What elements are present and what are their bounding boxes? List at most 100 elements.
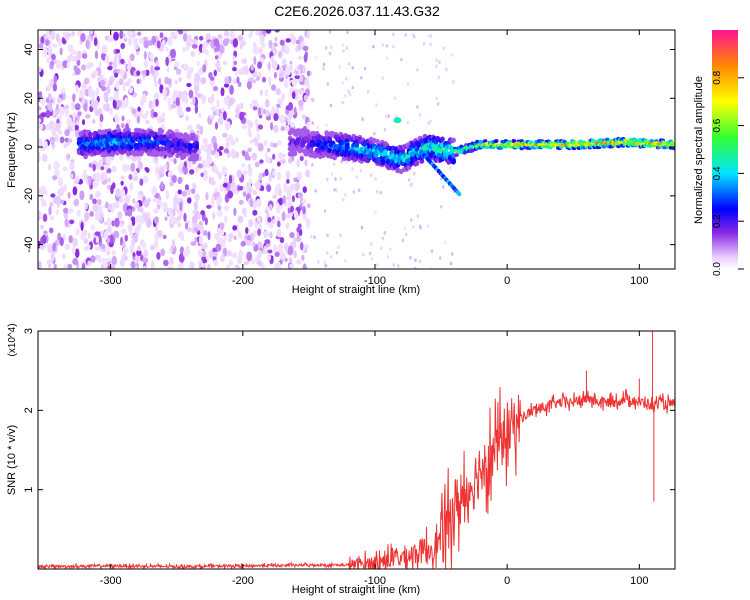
spectrogram-cell [40, 195, 44, 203]
spectrogram-cell [323, 260, 326, 265]
spectrogram-cell [190, 50, 196, 58]
spectrogram-cell [48, 125, 52, 131]
spectrogram-cell [49, 215, 55, 221]
spectrogram-cell [281, 58, 287, 66]
spectrogram-cell [195, 165, 199, 173]
spectrogram-cell [180, 233, 185, 242]
spectrogram-cell [232, 78, 238, 84]
spectrogram-cell [232, 67, 237, 72]
spectrogram-cell [103, 91, 109, 102]
spectrogram-cell [392, 263, 395, 267]
spectrogram-cell [210, 149, 217, 156]
spectrogram-cell [115, 80, 120, 90]
spectrogram-cell [202, 172, 208, 181]
spectrogram-cell [212, 251, 219, 257]
colorbar-gradient [712, 30, 738, 269]
spectrogram-cell [257, 61, 263, 69]
spectrogram-cell [250, 64, 255, 71]
spectrogram-cell [170, 244, 177, 255]
spectrogram-cell [249, 197, 254, 208]
spectrogram-cell [39, 243, 46, 250]
spectrogram-cell [160, 181, 164, 191]
spectrogram-cell [112, 98, 117, 109]
spectrogram-cell [167, 78, 172, 85]
spectrogram-cell [90, 98, 95, 108]
spectrogram-cell [229, 84, 234, 95]
spectrogram-cell [119, 68, 125, 77]
spectrogram-cell [196, 212, 202, 220]
spectrogram-cell [363, 66, 367, 71]
spectrogram-cell [169, 181, 174, 187]
spectrogram-cell [224, 30, 230, 37]
spectrogram-cell [193, 201, 198, 211]
spectrogram-cell [322, 62, 326, 67]
spectrogram-cell [301, 254, 305, 261]
spectrogram-cell [324, 263, 327, 268]
spectrogram-cell [175, 97, 180, 106]
spectrogram-cell [95, 190, 101, 198]
spectrogram-cell [322, 66, 325, 71]
spectrogram-cell [207, 231, 211, 241]
spectrogram-cell [81, 262, 86, 269]
spectrogram-cell [306, 220, 311, 229]
spectrogram-cell [80, 221, 84, 231]
spectrogram-cell [45, 109, 51, 119]
spectrogram-cell [108, 107, 113, 115]
spectrogram-cell [75, 120, 80, 125]
spectrogram-cell [177, 164, 183, 172]
spectrogram-cell [106, 84, 110, 93]
spectrogram-cell [246, 80, 253, 90]
spectrogram-cell [282, 195, 286, 205]
spectrogram-cell [156, 40, 161, 49]
spectrogram-cell [273, 124, 279, 133]
spectrogram-cell [139, 178, 144, 186]
spectrogram-cell [148, 100, 154, 110]
spectrogram-cell [188, 124, 193, 130]
spectrogram-cell [212, 212, 216, 220]
spectrogram-cell [223, 205, 230, 212]
spectrogram-cell [312, 98, 315, 102]
spectrogram-cell [172, 208, 176, 217]
spectrogram-cell [249, 103, 254, 109]
spectrogram-cell [311, 162, 314, 167]
spectrogram-cell [126, 155, 130, 160]
spectrogram-cell [186, 70, 192, 80]
spectrogram-cell [81, 64, 87, 71]
spectrogram-cell [83, 238, 89, 245]
spectrogram-cell [127, 208, 133, 217]
spectrogram-cell [418, 259, 422, 264]
spectrogram-cell [234, 265, 239, 269]
spectrogram-cell [139, 215, 144, 225]
spectrogram-cell [254, 161, 260, 168]
spectrogram-cell [71, 124, 76, 133]
spectrogram-cell [179, 201, 183, 212]
spectrogram-cell [119, 188, 126, 198]
spectrogram-cell [304, 30, 308, 38]
spectrogram-cell [228, 174, 233, 184]
spectrogram-cell [302, 45, 309, 51]
spectrogram-xtick-label: -100 [364, 275, 386, 287]
spectrogram-cell [401, 238, 405, 243]
spectrogram-cell [76, 59, 81, 66]
spectrogram-cell [344, 193, 347, 197]
spectrogram-cell [374, 177, 377, 181]
spectrogram-cell [136, 245, 141, 252]
spectrogram-cell [257, 259, 263, 267]
spectrogram-cell [163, 163, 168, 169]
spectrogram-cell [129, 231, 134, 238]
spectrogram-cell [243, 57, 247, 65]
spectrogram-cell [146, 134, 152, 140]
spectrogram-cell [120, 180, 124, 186]
spectrogram-cell [354, 142, 360, 148]
spectrogram-cell [47, 102, 53, 110]
spectrogram-cell [269, 204, 273, 210]
spectrogram-cell [325, 123, 328, 127]
spectrogram-cell [64, 129, 70, 137]
spectrogram-cell [48, 227, 54, 234]
spectrogram-cell [114, 201, 120, 209]
spectrogram-cell [301, 199, 307, 204]
spectrogram-cell [227, 190, 234, 199]
spectrogram-cell [242, 150, 246, 157]
spectrogram-cell [122, 240, 126, 247]
spectrogram-cell [149, 52, 154, 60]
